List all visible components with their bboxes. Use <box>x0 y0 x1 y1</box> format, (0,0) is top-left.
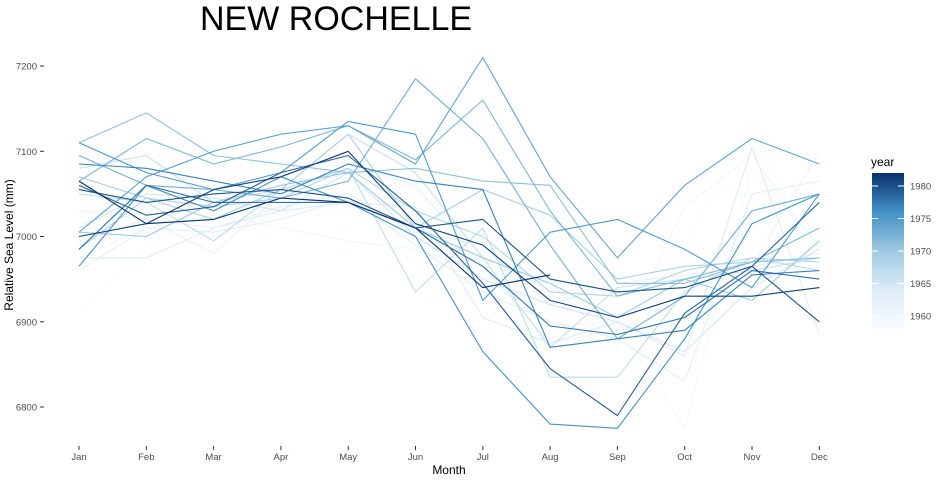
series-line-1969 <box>78 133 820 280</box>
x-tick-label-jul: Jul <box>477 452 489 463</box>
series-line-1971 <box>78 112 820 284</box>
series-line-1981 <box>78 150 820 319</box>
y-tick-label-7000: 7000 <box>16 232 37 243</box>
y-tick-label-6900: 6900 <box>16 317 37 328</box>
x-tick-label-aug: Aug <box>542 452 559 463</box>
series-line-1975 <box>78 120 820 301</box>
series-line-1977 <box>78 163 820 348</box>
series-line-1976 <box>78 176 820 429</box>
series-lines <box>78 56 820 429</box>
y-axis-title: Relative Sea Level (mm) <box>2 179 16 310</box>
series-line-1979 <box>78 154 820 417</box>
y-axis: 6800 6900 7000 7100 7200 <box>16 62 44 414</box>
legend-tick-label-1975: 1975 <box>910 214 931 225</box>
x-axis: Jan Feb Mar Apr May Jun Jul Aug Sep Oct Nov Dec <box>71 446 828 463</box>
series-line-1967 <box>78 167 820 378</box>
legend-title: year <box>871 155 894 169</box>
color-legend: year 1960 1965 1970 1975 1980 <box>871 155 931 329</box>
series-line-1961 <box>78 151 820 344</box>
legend-tick-label-1970: 1970 <box>910 247 931 258</box>
series-line-1966 <box>78 133 820 348</box>
y-tick-label-6800: 6800 <box>16 403 37 414</box>
chart-title: NEW ROCHELLE <box>200 0 472 38</box>
series-line-1963 <box>78 180 820 382</box>
series-line-1964 <box>79 146 820 357</box>
x-tick-label-dec: Dec <box>811 452 828 463</box>
series-line-1968 <box>78 167 820 297</box>
y-tick-label-7200: 7200 <box>16 62 37 73</box>
y-tick-label-7100: 7100 <box>16 147 37 158</box>
x-tick-label-mar: Mar <box>205 452 221 463</box>
series-line-1960 <box>78 154 820 348</box>
series-line-1973 <box>78 78 820 340</box>
series-line-1972 <box>78 99 820 297</box>
x-tick-label-feb: Feb <box>138 452 154 463</box>
x-tick-label-oct: Oct <box>677 452 692 463</box>
legend-ticks: 1960 1965 1970 1975 1980 <box>872 182 931 323</box>
legend-tick-label-1980: 1980 <box>910 182 931 193</box>
x-axis-title: Month <box>432 463 465 477</box>
x-tick-label-jan: Jan <box>71 452 86 463</box>
x-tick-label-apr: Apr <box>274 452 289 463</box>
legend-tick-label-1965: 1965 <box>910 279 931 290</box>
x-tick-label-jun: Jun <box>408 452 423 463</box>
x-tick-label-may: May <box>339 452 357 463</box>
x-tick-label-sep: Sep <box>609 452 626 463</box>
series-line-1974 <box>78 56 820 259</box>
series-line-1982 <box>78 180 551 289</box>
x-tick-label-nov: Nov <box>744 452 761 463</box>
series-line-1962 <box>78 193 820 306</box>
legend-tick-label-1960: 1960 <box>910 312 931 323</box>
